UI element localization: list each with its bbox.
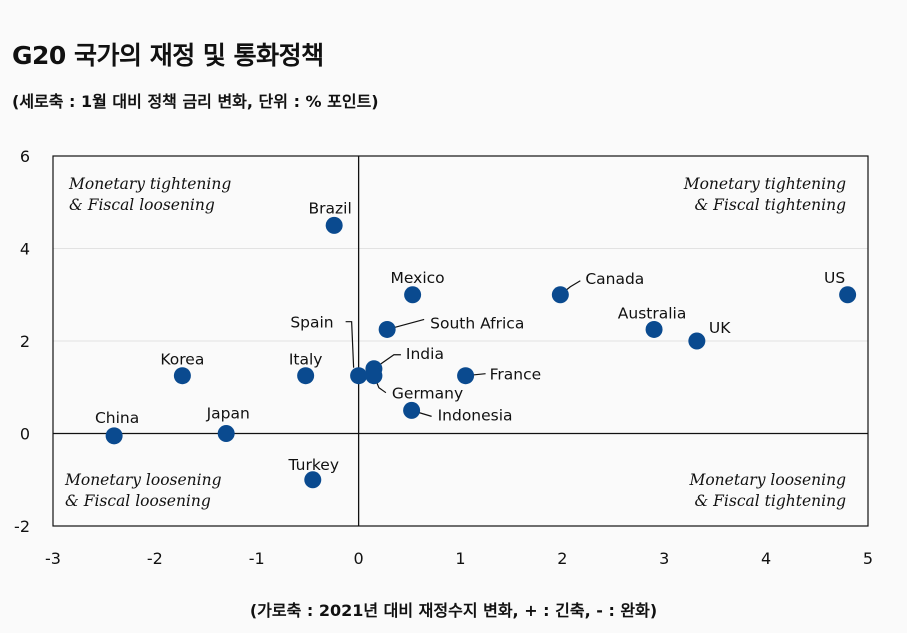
point-turkey <box>304 471 322 489</box>
quadrant-label-bottom-right-1: Monetary loosening <box>688 471 846 489</box>
point-label-india: India <box>406 345 444 363</box>
quadrant-label-bottom-left-2: & Fiscal loosening <box>65 492 211 510</box>
chart-title: G20 국가의 재정 및 통화정책 <box>12 41 324 70</box>
point-label-korea: Korea <box>160 351 204 369</box>
x-axis-caption: (가로축 : 2021년 대비 재정수지 변화, + : 긴축, - : 완화) <box>249 601 658 620</box>
point-indonesia <box>403 401 421 419</box>
point-label-japan: Japan <box>206 405 250 423</box>
point-us <box>839 286 857 304</box>
point-japan <box>217 425 235 442</box>
point-canada <box>551 286 569 304</box>
quadrant-label-bottom-left-1: Monetary loosening <box>64 471 222 489</box>
y-tick-0: 0 <box>20 425 30 444</box>
x-tick-3: 3 <box>659 549 669 568</box>
quadrant-labels: Monetary tightening & Fiscal loosening Mon… <box>64 175 846 510</box>
x-tick-1: -1 <box>249 549 265 568</box>
point-brazil <box>325 216 343 234</box>
point-italy <box>297 367 315 385</box>
point-label-south-africa: South Africa <box>430 314 524 332</box>
x-tick-2: 2 <box>557 549 567 568</box>
point-label-germany: Germany <box>392 385 463 403</box>
x-tick-3: -3 <box>45 549 61 568</box>
point-label-china: China <box>95 409 139 427</box>
point-label-france: France <box>490 366 542 384</box>
point-label-uk: UK <box>709 319 731 337</box>
point-south-africa <box>378 320 396 338</box>
point-label-australia: Australia <box>618 304 687 322</box>
quadrant-label-top-left-2: & Fiscal loosening <box>69 196 215 214</box>
point-labels: US Canada Australia UK Mexico South Africa Bra… <box>95 199 845 473</box>
quadrant-label-top-right-1: Monetary tightening <box>683 175 846 193</box>
point-mexico <box>404 286 422 304</box>
point-label-brazil: Brazil <box>309 199 352 217</box>
point-label-canada: Canada <box>585 270 644 288</box>
point-germany <box>365 367 383 385</box>
point-label-spain: Spain <box>290 314 333 332</box>
point-label-us: US <box>824 269 845 287</box>
point-label-mexico: Mexico <box>391 269 445 287</box>
point-france <box>457 367 475 385</box>
x-tick-0: 0 <box>354 549 364 568</box>
point-uk <box>688 332 706 350</box>
point-label-turkey: Turkey <box>288 456 339 474</box>
y-tick-6: 6 <box>20 147 30 166</box>
x-tick-1: 1 <box>455 549 465 568</box>
tick-labels: -3 -2 -1 0 1 2 3 4 5 -2 0 2 4 6 <box>14 147 873 568</box>
x-tick-4: 4 <box>761 549 771 568</box>
grid-lines <box>53 248 868 342</box>
point-label-italy: Italy <box>289 351 323 369</box>
y-tick-2: 2 <box>20 332 30 351</box>
point-spain <box>350 367 368 385</box>
data-points <box>105 216 857 489</box>
chart-subtitle: (세로축 : 1월 대비 정책 금리 변화, 단위 : % 포인트) <box>12 92 379 111</box>
point-label-indonesia: Indonesia <box>438 406 513 424</box>
quadrant-label-top-right-2: & Fiscal tightening <box>694 196 846 214</box>
quadrant-label-top-left-1: Monetary tightening <box>68 175 231 193</box>
x-tick-2: -2 <box>147 549 163 568</box>
point-korea <box>173 367 191 385</box>
point-australia <box>645 320 663 338</box>
leader-line-spain <box>345 321 355 368</box>
x-tick-5: 5 <box>863 549 873 568</box>
y-tick-2: -2 <box>14 517 30 536</box>
y-tick-4: 4 <box>20 240 30 259</box>
quadrant-label-bottom-right-2: & Fiscal tightening <box>694 492 846 510</box>
point-china <box>105 427 123 445</box>
zero-axes <box>53 156 868 526</box>
plot-frame <box>52 155 869 527</box>
